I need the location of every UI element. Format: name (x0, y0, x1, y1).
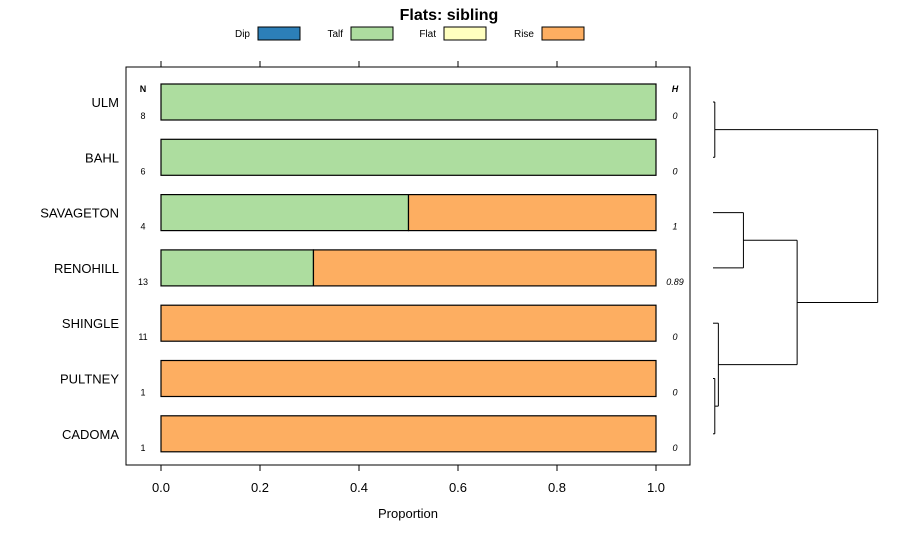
dendrogram-merge-0 (713, 378, 716, 435)
bars (160, 83, 657, 453)
h-value-cadoma: 0 (672, 443, 677, 453)
n-value-pultney: 1 (140, 388, 145, 398)
legend-swatch-dip (257, 26, 301, 41)
category-label-savageton: SAVAGETON (40, 206, 119, 221)
h-value-savageton: 1 (672, 222, 677, 232)
bar-cadoma-rise (160, 415, 657, 453)
n-header: N (140, 84, 147, 94)
bar-ulm-talf (160, 83, 657, 121)
x-tick-label-4: 0.8 (548, 480, 566, 495)
dendrogram-merge-3 (713, 212, 744, 269)
dendrogram-merge-5 (714, 129, 879, 303)
dendrogram (713, 101, 879, 435)
legend-swatch-talf (350, 26, 394, 41)
bar-renohill-rise (312, 249, 657, 287)
x-axis: 0.0 0.2 0.4 0.6 0.8 1.0 (152, 465, 665, 495)
h-value-pultney: 0 (672, 388, 677, 398)
bar-bahl-talf (160, 138, 657, 176)
n-value-cadoma: 1 (140, 443, 145, 453)
plot-panel (125, 66, 691, 466)
h-value-bahl: 0 (672, 166, 677, 176)
bar-savageton-rise (407, 194, 657, 232)
category-label-pultney: PULTNEY (60, 372, 119, 387)
x-tick-label-5: 1.0 (647, 480, 665, 495)
n-value-savageton: 4 (140, 222, 145, 232)
h-value-shingle: 0 (672, 332, 677, 342)
x-tick-label-0: 0.0 (152, 480, 170, 495)
dendrogram-merge-2 (713, 101, 716, 158)
legend: Dip Talf Flat Rise (235, 26, 585, 41)
category-label-bahl: BAHL (85, 150, 119, 165)
bar-savageton-talf (160, 194, 410, 232)
legend-label-rise: Rise (514, 29, 534, 40)
h-value-renohill: 0.89 (666, 277, 684, 287)
legend-label-flat: Flat (419, 29, 436, 40)
n-value-renohill: 13 (138, 277, 148, 287)
legend-swatch-flat (443, 26, 487, 41)
bar-shingle-rise (160, 304, 657, 342)
n-value-ulm: 8 (140, 111, 145, 121)
h-value-ulm: 0 (672, 111, 677, 121)
h-header: H (672, 84, 679, 94)
x-tick-label-1: 0.2 (251, 480, 269, 495)
category-label-shingle: SHINGLE (62, 316, 119, 331)
dendrogram-merge-4 (718, 239, 798, 366)
n-value-bahl: 6 (140, 166, 145, 176)
bar-pultney-rise (160, 359, 657, 398)
x-axis-label: Proportion (378, 506, 438, 521)
legend-label-talf: Talf (327, 29, 343, 40)
category-label-renohill: RENOHILL (54, 261, 119, 276)
dendrogram-merge-1 (713, 322, 719, 407)
legend-label-dip: Dip (235, 29, 250, 40)
n-value-shingle: 11 (138, 332, 147, 342)
chart-title: Flats: sibling (400, 7, 499, 24)
x-tick-label-2: 0.4 (350, 480, 368, 495)
bar-renohill-talf (160, 249, 315, 287)
category-label-ulm: ULM (92, 95, 119, 110)
category-labels: ULM BAHL SAVAGETON RENOHILL SHINGLE PULTNEY CA… (40, 95, 119, 442)
h-column: H 0 0 1 0.89 0 0 0 (666, 84, 684, 453)
x-tick-label-3: 0.6 (449, 480, 467, 495)
top-axis-ticks (160, 61, 657, 67)
legend-swatch-rise (541, 26, 585, 41)
category-label-cadoma: CADOMA (62, 427, 119, 442)
